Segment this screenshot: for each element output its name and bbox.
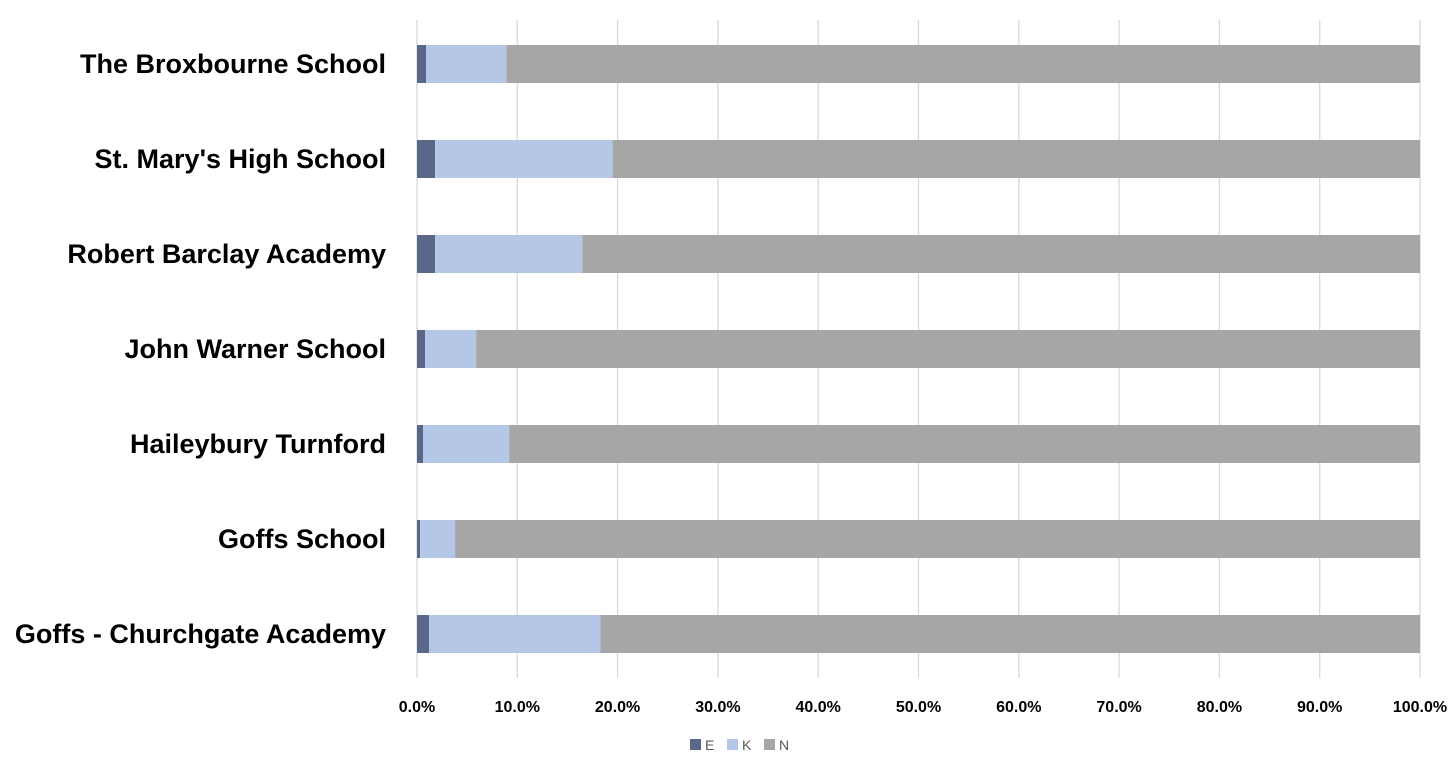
x-tick-label: 90.0% [1297, 699, 1342, 716]
bar-segment-k [435, 140, 613, 178]
category-labels: The Broxbourne School St. Mary's High Sch… [15, 49, 386, 649]
bar-segment-n [455, 520, 1420, 558]
bar-segment-k [423, 425, 510, 463]
bar-segment-n [612, 140, 1420, 178]
x-tick-label: 50.0% [896, 699, 941, 716]
legend-swatch-e [690, 739, 701, 750]
bars [417, 45, 1421, 653]
bar-segment-n [600, 615, 1420, 653]
legend-swatch-k [727, 739, 738, 750]
bar-segment-n [582, 235, 1420, 273]
bar-segment-n [509, 425, 1420, 463]
x-tick-label: 80.0% [1197, 699, 1242, 716]
x-tick-label: 100.0% [1393, 699, 1447, 716]
bar-segment-e [417, 45, 427, 83]
bar-segment-k [425, 330, 477, 368]
bar-segment-k [429, 615, 601, 653]
bar-segment-n [506, 45, 1421, 83]
legend-swatch-n [764, 739, 775, 750]
bar-segment-e [417, 425, 424, 463]
category-label: John Warner School [124, 334, 386, 364]
x-tick-label: 10.0% [495, 699, 540, 716]
bar-segment-k [435, 235, 583, 273]
legend-label-k: K [742, 737, 752, 753]
x-tick-label: 20.0% [595, 699, 640, 716]
bar-segment-e [417, 520, 421, 558]
x-tick-labels: 0.0% 10.0% 20.0% 30.0% 40.0% 50.0% 60.0% 70.0% 8… [399, 699, 1447, 716]
category-label: Goffs - Churchgate Academy [15, 619, 386, 649]
x-tick-label: 70.0% [1096, 699, 1141, 716]
x-tick-label: 0.0% [399, 699, 435, 716]
category-label: Robert Barclay Academy [67, 239, 386, 269]
category-label: St. Mary's High School [95, 144, 386, 174]
bar-segment-n [476, 330, 1420, 368]
x-tick-label: 30.0% [695, 699, 740, 716]
legend-label-n: N [779, 737, 789, 753]
bar-segment-k [426, 45, 507, 83]
x-tick-label: 40.0% [796, 699, 841, 716]
legend-label-e: E [705, 737, 714, 753]
category-label: Haileybury Turnford [130, 429, 386, 459]
bar-segment-e [417, 235, 436, 273]
bar-segment-k [420, 520, 456, 558]
bar-segment-e [417, 140, 436, 178]
category-label: Goffs School [218, 524, 386, 554]
x-tick-label: 60.0% [996, 699, 1041, 716]
bar-segment-e [417, 615, 430, 653]
bar-segment-e [417, 330, 426, 368]
category-label: The Broxbourne School [80, 49, 386, 79]
